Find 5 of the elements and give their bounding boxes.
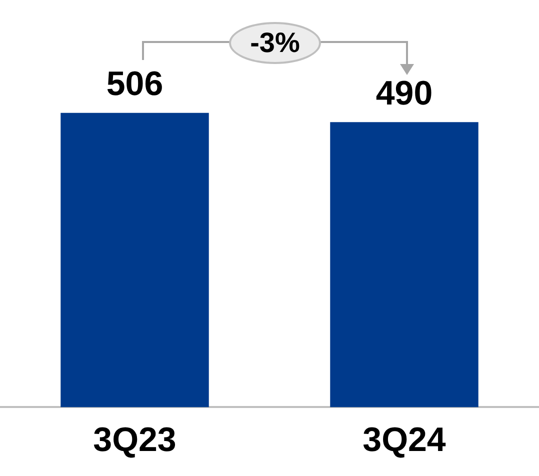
text: -3% bbox=[229, 22, 321, 64]
x-tick-label: 3Q23 bbox=[93, 420, 176, 459]
data-label: 490 bbox=[376, 74, 433, 113]
x-tick-label: 3Q24 bbox=[362, 420, 446, 459]
data-label: 506 bbox=[106, 65, 164, 104]
